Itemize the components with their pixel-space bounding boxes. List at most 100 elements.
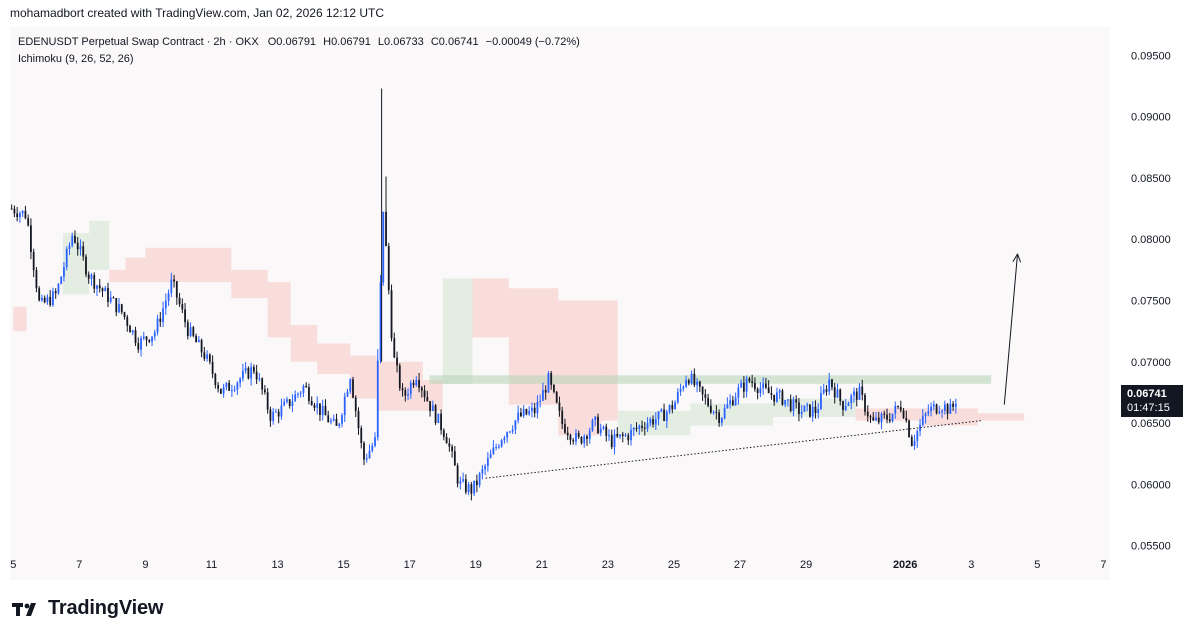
candle-body — [924, 413, 927, 417]
candle-body — [740, 382, 743, 388]
candle-body — [916, 431, 919, 441]
candle-body — [109, 297, 112, 302]
candle-body — [264, 389, 266, 393]
candle-body — [930, 406, 932, 412]
candle-body — [621, 434, 624, 436]
candle-body — [363, 442, 365, 460]
candle-body — [517, 412, 520, 421]
candle-body — [412, 382, 415, 386]
candle-body — [211, 361, 214, 375]
candle-body — [503, 437, 506, 441]
candle-body — [932, 404, 935, 407]
candle-body — [847, 403, 850, 406]
candle-body — [68, 245, 71, 249]
candle-body — [357, 411, 360, 429]
candle-body — [800, 411, 803, 415]
candle-body — [869, 416, 872, 418]
candle-body — [715, 411, 718, 413]
candle-body — [184, 309, 186, 323]
candle-body — [577, 433, 580, 437]
price-tick-label: 0.05500 — [1131, 541, 1171, 553]
candle-body — [525, 409, 528, 415]
candle-body — [49, 296, 52, 306]
candle-body — [831, 379, 833, 388]
candle-body — [946, 404, 949, 414]
tradingview-brand[interactable]: TradingView — [12, 597, 163, 620]
candle-body — [98, 285, 101, 289]
time-tick-label: 3 — [968, 559, 974, 571]
time-tick-label: 2026 — [893, 559, 917, 571]
candle-body — [206, 354, 208, 359]
candle-body — [610, 435, 613, 448]
candle-body — [737, 387, 740, 398]
candle-body — [784, 400, 787, 405]
candle-body — [153, 332, 156, 337]
price-chart[interactable]: 0.09500 0.09000 0.08500 0.08000 0.07500 0.070… — [10, 27, 1171, 580]
candle-body — [817, 409, 820, 414]
cloud-segment — [89, 220, 110, 270]
candle-body — [275, 411, 277, 413]
time-tick-label: 19 — [470, 559, 482, 571]
candle-body — [321, 405, 324, 415]
candle-body — [839, 389, 842, 402]
candle-body — [459, 481, 462, 484]
candle-body — [41, 297, 43, 301]
candle-body — [561, 410, 564, 425]
projection-arrow-head — [1012, 253, 1018, 262]
candle-body — [899, 406, 902, 411]
candle-body — [872, 417, 875, 421]
candle-body — [475, 480, 478, 486]
candle-body — [360, 428, 363, 443]
candle-body — [420, 387, 423, 391]
time-tick-label: 13 — [271, 559, 283, 571]
candle-body — [759, 388, 762, 393]
cloud-segment — [317, 343, 351, 375]
candle-body — [294, 394, 297, 402]
candle-body — [332, 418, 335, 421]
candle-body — [547, 373, 550, 393]
candle-body — [894, 405, 897, 414]
candle-body — [19, 213, 21, 218]
candle-body — [575, 433, 577, 442]
candle-body — [76, 242, 79, 250]
cloud-segment — [855, 408, 922, 421]
candle-body — [550, 373, 553, 385]
candle-body — [456, 465, 459, 484]
candle-body — [654, 419, 657, 425]
candle-body — [712, 411, 715, 413]
candle-body — [566, 432, 569, 436]
projection-arrow-shaft — [1003, 253, 1019, 405]
time-axis[interactable]: 5 7 9 11 13 15 17 19 21 23 25 27 29 2026 3 5 7 — [10, 559, 1106, 571]
candles — [10, 88, 957, 501]
candle-body — [726, 404, 729, 409]
tradingview-logo-icon — [12, 602, 36, 616]
projection-arrow-head — [1017, 253, 1022, 263]
candle-body — [16, 213, 19, 218]
candle-body — [269, 409, 272, 421]
cloud-segment — [194, 247, 232, 283]
candle-body — [913, 440, 916, 447]
candle-body — [93, 274, 96, 289]
candle-body — [396, 357, 398, 366]
candle-body — [676, 391, 679, 403]
symbol-legend[interactable]: EDENUSDT Perpetual Swap Contract · 2h · … — [18, 36, 580, 48]
candle-body — [451, 446, 453, 452]
candle-body — [148, 339, 151, 342]
candle-body — [776, 392, 778, 402]
high-value: H0.06791 — [323, 36, 371, 48]
candle-body — [437, 413, 440, 423]
candle-body — [591, 420, 594, 431]
candle-body — [806, 404, 809, 406]
candle-body — [10, 208, 13, 210]
candle-body — [52, 291, 54, 306]
candle-body — [880, 413, 883, 423]
candle-body — [404, 390, 407, 396]
candle-body — [346, 391, 349, 397]
price-axis[interactable]: 0.09500 0.09000 0.08500 0.08000 0.07500 0.070… — [1131, 50, 1171, 552]
candle-body — [368, 450, 371, 459]
cloud-segment — [290, 325, 318, 362]
indicator-legend[interactable]: Ichimoku (9, 26, 52, 26) — [18, 53, 134, 65]
chart-area[interactable]: 0.09500 0.09000 0.08500 0.08000 0.07500 0.070… — [10, 27, 1171, 580]
candle-body — [107, 287, 109, 302]
candle-body — [252, 367, 255, 372]
